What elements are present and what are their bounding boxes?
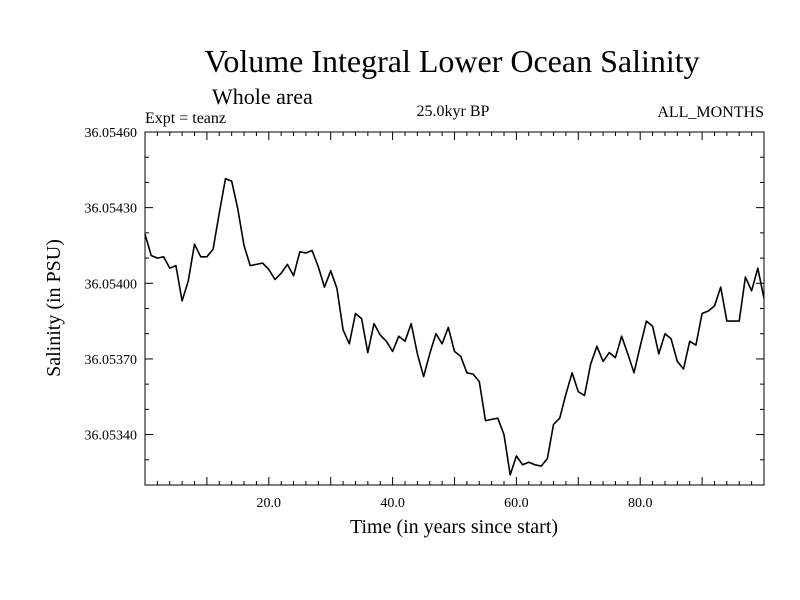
period-label: 25.0kyr BP xyxy=(417,103,490,120)
x-axis-label: Time (in years since start) xyxy=(350,516,558,538)
x-axis-tick-labels: 20.0 40.0 60.0 80.0 xyxy=(257,496,653,511)
y-axis-ticks xyxy=(145,131,764,486)
x-tick-label: 40.0 xyxy=(380,496,405,511)
y-tick-label: 36.05460 xyxy=(85,126,138,141)
chart-subtitle: Whole area xyxy=(212,84,313,109)
y-tick-label: 36.05370 xyxy=(85,353,138,368)
chart-title: Volume Integral Lower Ocean Salinity xyxy=(204,43,699,79)
x-tick-label: 60.0 xyxy=(504,496,529,511)
y-tick-label: 36.05430 xyxy=(85,202,138,217)
experiment-label: Expt = teanz xyxy=(145,110,226,127)
y-axis-label: Salinity (in PSU) xyxy=(43,239,65,377)
y-axis-tick-labels: 36.05340 36.05370 36.05400 36.05430 36.05460 xyxy=(85,126,138,444)
months-label: ALL_MONTHS xyxy=(657,104,764,121)
y-tick-label: 36.05400 xyxy=(85,277,138,292)
x-tick-label: 20.0 xyxy=(257,496,282,511)
y-tick-label: 36.05340 xyxy=(85,429,138,444)
x-tick-label: 80.0 xyxy=(628,496,653,511)
x-axis-ticks xyxy=(144,132,765,485)
plot-frame xyxy=(144,131,765,486)
salinity-series-line xyxy=(144,177,765,476)
